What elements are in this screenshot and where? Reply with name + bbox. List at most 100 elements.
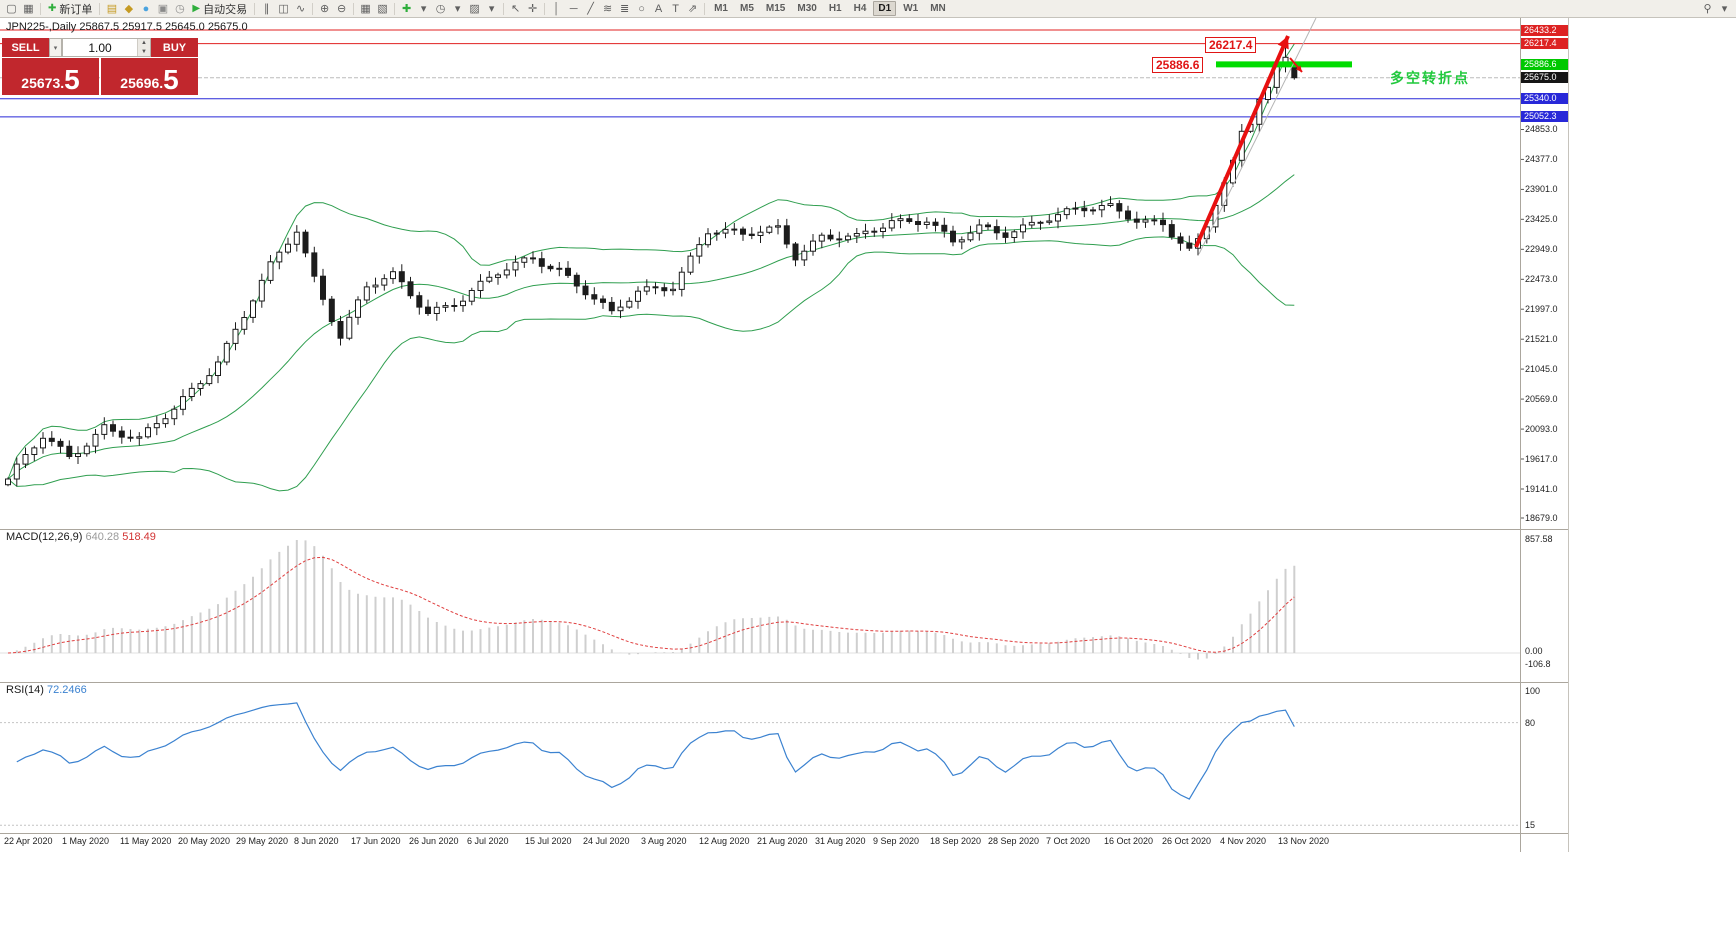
stepper-down-icon[interactable]: ▼	[138, 47, 150, 56]
candle-up	[31, 447, 38, 455]
bar-chart-icon[interactable]: ∥	[263, 3, 270, 15]
timeframe-H4[interactable]: H4	[853, 3, 867, 14]
strategy-tester-icon[interactable]: ◷	[175, 3, 185, 15]
candle-down	[328, 298, 335, 323]
arrow-tools-icon[interactable]: ⇗	[687, 3, 698, 15]
panel-splitter[interactable]	[0, 833, 1568, 834]
macd-panel-canvas[interactable]	[0, 530, 1568, 682]
candle-up	[731, 228, 738, 231]
volume-value[interactable]: 1.00	[88, 40, 112, 55]
price-tag-26433.2: 26433.2	[1521, 25, 1568, 36]
cursor-icon[interactable]: ↖	[510, 3, 521, 15]
up-trend-arrow	[1194, 35, 1290, 248]
timeframe-H1[interactable]: H1	[828, 3, 842, 14]
price-annotation-25886[interactable]: 25886.6	[1152, 57, 1204, 73]
candle-up	[250, 300, 256, 318]
candle-up	[451, 305, 458, 307]
volume-input[interactable]: 1.00 ▲ ▼	[62, 38, 151, 57]
candle-up	[801, 250, 808, 261]
macd-main-value: 640.28	[85, 531, 120, 543]
text-icon[interactable]: A	[654, 2, 663, 15]
candlestick-icon[interactable]: ◫	[278, 3, 289, 15]
tile-windows-icon[interactable]: ▦	[360, 3, 371, 15]
candle-up	[853, 233, 860, 237]
zoom-out-icon[interactable]: ⊖	[336, 3, 347, 15]
price-chart-canvas[interactable]	[0, 18, 1568, 529]
timeframe-M15[interactable]: M15	[765, 3, 786, 14]
toolbar-more-icon[interactable]: ▾	[1721, 3, 1728, 15]
buy-price-button[interactable]: 25696. 5	[101, 58, 198, 95]
date-label: 12 Aug 2020	[699, 836, 750, 846]
price-scale-label: 24853.0	[1525, 124, 1558, 134]
candle-up	[1046, 220, 1053, 223]
candle-up	[92, 433, 99, 447]
panel-splitter[interactable]	[0, 529, 1568, 530]
timeframe-W1[interactable]: W1	[903, 3, 919, 14]
timeframe-M1[interactable]: M1	[714, 3, 728, 14]
search-icon[interactable]: ⚲	[1703, 3, 1712, 15]
price-tag-25052.3: 25052.3	[1521, 111, 1568, 122]
new-window-icon[interactable]: ▢	[6, 3, 17, 15]
volume-stepper[interactable]: ▲ ▼	[137, 39, 150, 56]
date-label: 4 Nov 2020	[1220, 836, 1267, 846]
price-scale-label: 21521.0	[1525, 334, 1558, 344]
date-label: 28 Sep 2020	[988, 836, 1040, 846]
timeframe-M30[interactable]: M30	[797, 3, 817, 14]
terminal-icon[interactable]: ▣	[157, 3, 169, 15]
timeframe-MN[interactable]: MN	[930, 3, 946, 14]
indicators-icon[interactable]: ✚	[401, 3, 412, 15]
date-label: 8 Jun 2020	[294, 836, 339, 846]
vertical-line-icon[interactable]: │	[553, 2, 561, 15]
candle-up	[180, 396, 186, 410]
zoom-in-icon[interactable]: ⊕	[319, 3, 330, 15]
candle-down	[118, 430, 125, 438]
navigator-icon[interactable]: ●	[142, 2, 150, 15]
date-label: 7 Oct 2020	[1046, 836, 1091, 846]
chart-window-icon[interactable]: ▦	[23, 3, 34, 15]
timeframe-D1[interactable]: D1	[873, 1, 897, 16]
periods-icon[interactable]: ◷	[435, 3, 446, 15]
line-chart-icon[interactable]: ∿	[295, 3, 306, 15]
price-scale-axis[interactable]	[1520, 18, 1521, 852]
candle-up	[766, 226, 773, 233]
sell-button[interactable]: SELL	[2, 38, 49, 57]
templates-dropdown-icon[interactable]: ▾	[488, 3, 495, 15]
bollinger-middle-band	[7, 174, 1295, 480]
chart-window[interactable]: JPN225-,Daily 25867.5 25917.5 25645.0 25…	[0, 18, 1569, 852]
data-window-icon[interactable]: ◆	[124, 3, 134, 15]
buy-button[interactable]: BUY	[151, 38, 198, 57]
price-annotation-26217[interactable]: 26217.4	[1205, 37, 1257, 53]
periods-dropdown-icon[interactable]: ▾	[454, 3, 461, 15]
candle-down	[398, 271, 405, 283]
price-scale-label: 18679.0	[1525, 513, 1558, 523]
trendline-icon[interactable]: ╱	[587, 3, 594, 15]
horizontal-line-icon[interactable]: ─	[569, 2, 578, 15]
indicators-dropdown-icon[interactable]: ▾	[420, 3, 427, 15]
candle-down	[1002, 232, 1009, 238]
new-order-button[interactable]: ✚ 新订单	[44, 1, 96, 16]
autotrade-button[interactable]: ▶ 自动交易	[188, 1, 251, 16]
stepper-up-icon[interactable]: ▲	[138, 39, 150, 48]
one-click-trading-panel[interactable]: SELL ▾ 1.00 ▲ ▼ BUY 25673. 5 25696. 5	[2, 38, 198, 95]
turning-point-note[interactable]: 多空转折点	[1390, 70, 1470, 86]
candle-up	[241, 317, 248, 330]
crosshair-icon[interactable]: ✛	[527, 3, 538, 15]
timeframe-M5[interactable]: M5	[740, 3, 754, 14]
panel-splitter[interactable]	[0, 682, 1568, 683]
price-scale-label: 21045.0	[1525, 364, 1558, 374]
candle-up	[713, 232, 720, 235]
candle-down	[320, 275, 326, 300]
fibonacci-icon[interactable]: ≣	[619, 3, 630, 15]
rsi-panel-canvas[interactable]	[0, 683, 1568, 833]
toolbar-separator	[312, 2, 314, 15]
sell-price-button[interactable]: 25673. 5	[2, 58, 99, 95]
market-watch-icon[interactable]: ▤	[106, 3, 118, 15]
shapes-icon[interactable]: ○	[638, 2, 645, 15]
order-type-dropdown[interactable]: ▾	[49, 38, 62, 57]
channel-icon[interactable]: ≋	[602, 3, 613, 15]
candle-up	[390, 271, 396, 280]
templates-icon[interactable]: ▨	[469, 3, 480, 15]
cascade-windows-icon[interactable]: ▧	[377, 3, 388, 15]
candle-up	[206, 375, 213, 385]
label-icon[interactable]: T	[672, 2, 679, 15]
